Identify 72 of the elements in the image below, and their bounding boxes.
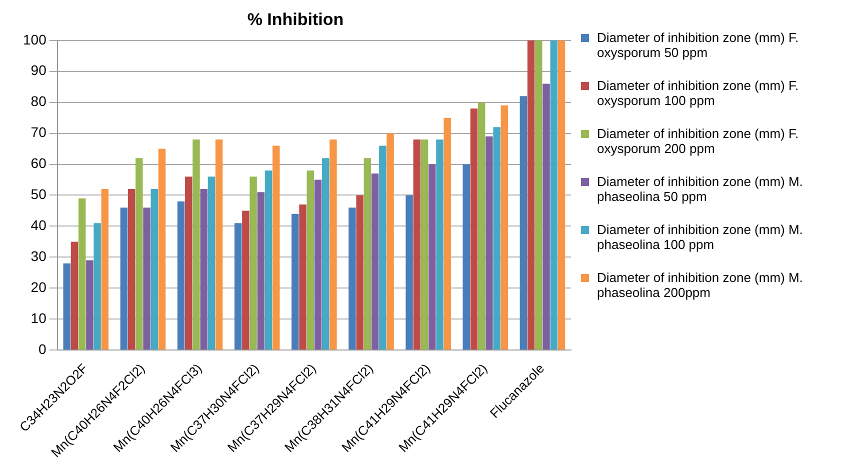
bar [364, 158, 372, 350]
bar [550, 40, 558, 350]
legend-label: Diameter of inhibition zone (mm) M. phaseolina 200ppm [597, 270, 804, 300]
bar [500, 105, 508, 350]
bar [520, 96, 528, 350]
y-tick-label: 50 [30, 186, 47, 202]
bar [558, 40, 566, 350]
bar [250, 176, 257, 350]
bar [185, 176, 192, 350]
bar [234, 223, 242, 350]
bar [177, 201, 185, 350]
chart-title: % Inhibition [247, 10, 344, 29]
y-tick-label: 100 [23, 31, 47, 48]
bar [78, 198, 86, 350]
bar [386, 133, 394, 350]
bar [215, 140, 223, 350]
bar [94, 223, 101, 350]
bar [470, 108, 478, 350]
bar [493, 127, 500, 350]
legend-label: Diameter of inhibition zone (mm) M. phaseolina 50 ppm [597, 174, 804, 204]
bar [356, 195, 364, 350]
bar [120, 208, 128, 350]
bar [314, 180, 322, 350]
legend-label: Diameter of inhibition zone (mm) F. oxysporum 100 ppm [597, 78, 800, 108]
bar [150, 189, 158, 350]
y-tick-label: 60 [30, 155, 47, 172]
bar [136, 158, 143, 350]
y-tick-label: 40 [30, 217, 47, 234]
bar [428, 164, 436, 350]
bar [272, 146, 280, 350]
bar [264, 170, 272, 350]
bar [486, 136, 493, 350]
bar [542, 84, 550, 350]
bar [436, 140, 444, 350]
bar [379, 146, 386, 350]
bar [444, 118, 451, 350]
bar [299, 204, 306, 350]
bar [128, 189, 136, 350]
legend-label: Diameter of inhibition zone (mm) M. phaseolina 100 ppm [597, 222, 804, 252]
bar [242, 210, 250, 350]
bar [306, 170, 314, 350]
bar [413, 140, 421, 350]
y-tick-label: 30 [30, 248, 47, 264]
bar [208, 176, 216, 350]
bar [406, 195, 413, 350]
y-tick-label: 0 [38, 340, 47, 357]
bar [192, 140, 200, 350]
bar [330, 140, 337, 350]
bar [348, 208, 356, 350]
y-tick-label: 70 [30, 124, 47, 140]
bar [70, 242, 78, 350]
bar [292, 214, 299, 350]
bar [527, 40, 535, 350]
y-tick-label: 10 [30, 310, 47, 326]
bar [478, 102, 486, 350]
bar [535, 40, 542, 350]
legend-label: Diameter of inhibition zone (mm) F. oxysporum 200 ppm [597, 126, 800, 156]
y-tick-label: 90 [30, 62, 47, 78]
bar [143, 208, 150, 350]
y-tick-label: 80 [30, 93, 47, 110]
bar [322, 158, 330, 350]
bar [86, 260, 94, 350]
legend-label: Diameter of inhibition zone (mm) F. oxysporum 50 ppm [597, 30, 800, 60]
y-tick-label: 20 [30, 279, 47, 296]
bar [63, 263, 70, 350]
bar [200, 189, 208, 350]
bar [257, 192, 265, 350]
bar [158, 148, 166, 350]
bar [462, 164, 470, 350]
bar [420, 140, 428, 350]
bar [101, 189, 109, 350]
bar [371, 174, 379, 350]
